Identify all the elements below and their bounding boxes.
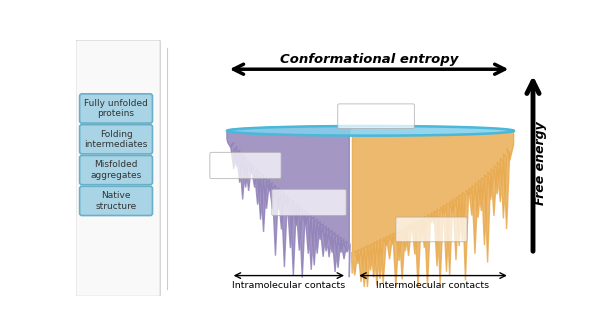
FancyBboxPatch shape — [210, 153, 281, 178]
Polygon shape — [350, 131, 514, 287]
Text: Free energy: Free energy — [534, 122, 547, 205]
FancyBboxPatch shape — [79, 125, 153, 154]
Text: Intramolecular contacts: Intramolecular contacts — [232, 281, 345, 290]
FancyBboxPatch shape — [79, 156, 153, 185]
FancyBboxPatch shape — [79, 186, 153, 215]
FancyBboxPatch shape — [79, 94, 153, 123]
Text: Misfolded
aggregates: Misfolded aggregates — [90, 161, 142, 180]
Polygon shape — [227, 126, 350, 278]
Text: Folding
intermediates: Folding intermediates — [84, 130, 148, 149]
Polygon shape — [227, 126, 514, 136]
Text: Native
structure: Native structure — [95, 191, 137, 210]
Text: Fully unfolded
proteins: Fully unfolded proteins — [84, 99, 148, 118]
Text: Intermolecular contacts: Intermolecular contacts — [376, 281, 490, 290]
FancyBboxPatch shape — [76, 40, 160, 296]
FancyBboxPatch shape — [272, 189, 346, 215]
FancyBboxPatch shape — [338, 104, 415, 129]
Text: Conformational entropy: Conformational entropy — [280, 53, 458, 66]
FancyBboxPatch shape — [396, 217, 467, 242]
